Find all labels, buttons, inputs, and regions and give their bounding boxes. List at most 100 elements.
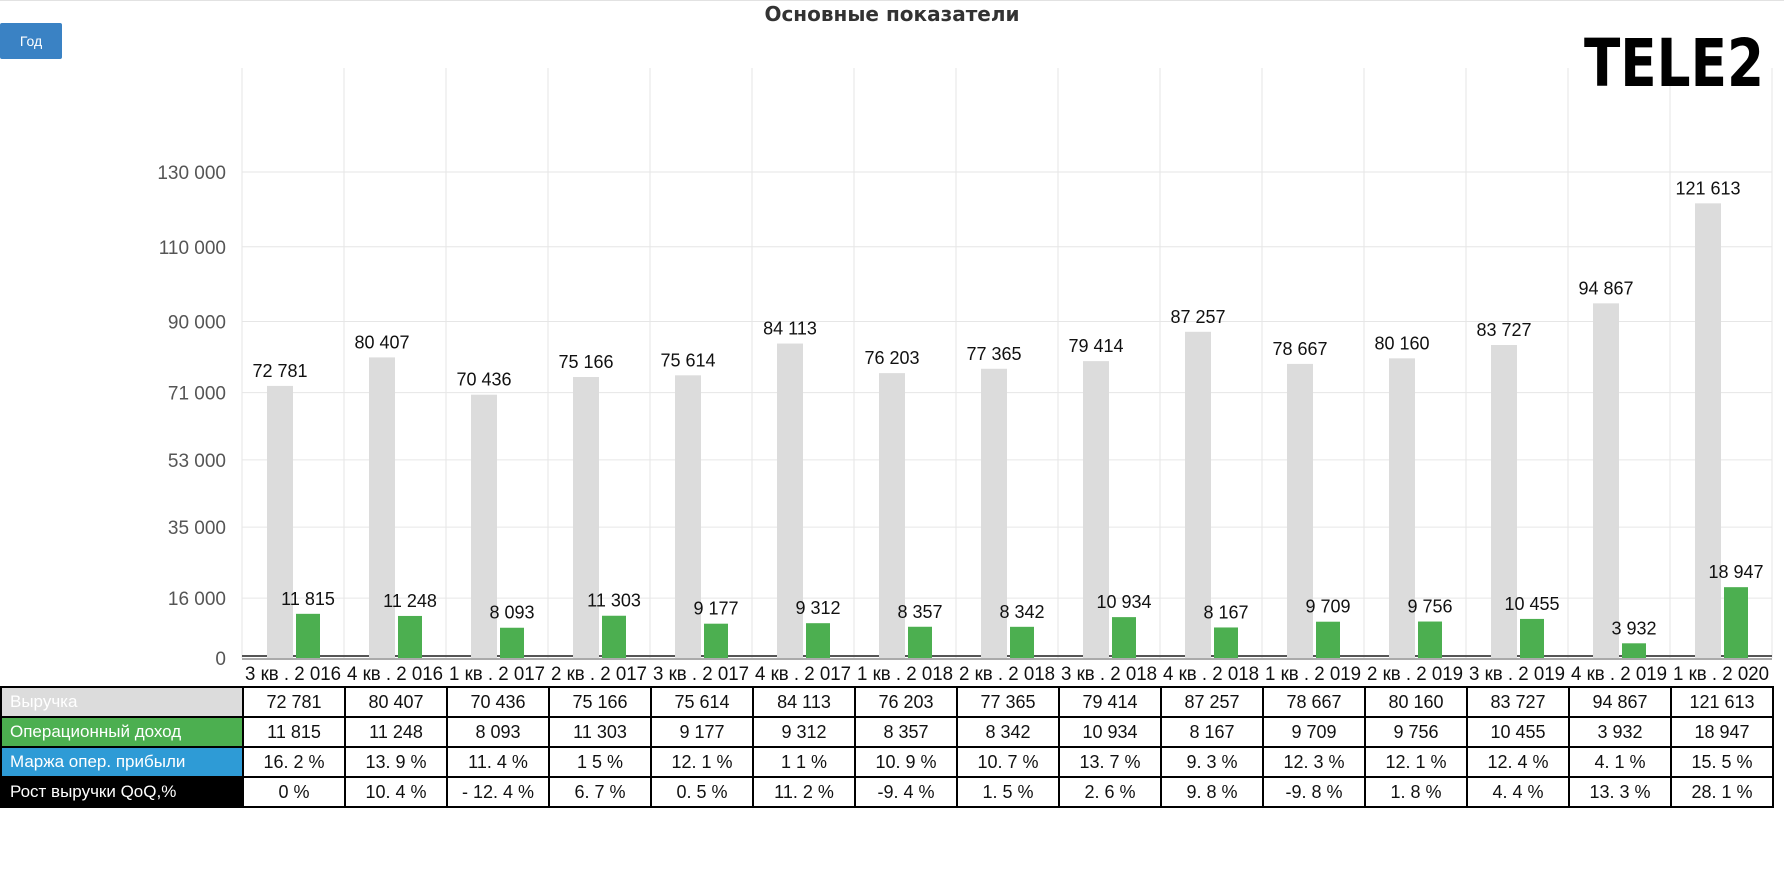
table-cell: 80 407 — [344, 686, 448, 718]
table-cell: 10. 7 % — [956, 746, 1060, 778]
table-cell: 9. 8 % — [1160, 776, 1264, 808]
page-title: Основные показатели — [764, 2, 1020, 26]
operating-income-bar-label: 9 177 — [693, 599, 738, 619]
operating-income-bar-label: 18 947 — [1708, 562, 1763, 582]
table-cell: 11. 2 % — [752, 776, 856, 808]
x-tick-label: 1 кв . 2 019 — [1265, 664, 1361, 685]
table-cell: 80 160 — [1364, 686, 1468, 718]
table-cell: 9. 3 % — [1160, 746, 1264, 778]
row-label: Рост выручки QoQ,% — [0, 776, 244, 808]
table-cell: 75 166 — [548, 686, 652, 718]
revenue-bar-label: 80 160 — [1374, 333, 1429, 353]
revenue-bar-label: 70 436 — [456, 370, 511, 390]
revenue-bar-label: 76 203 — [864, 348, 919, 368]
row-label: Выручка — [0, 686, 244, 718]
operating-income-bar — [806, 623, 830, 658]
table-cell: -9. 8 % — [1262, 776, 1366, 808]
table-cell: 10 455 — [1466, 716, 1570, 748]
revenue-bar-label: 79 414 — [1068, 336, 1123, 356]
revenue-bar-label: 80 407 — [354, 332, 409, 352]
table-cell: 4. 1 % — [1568, 746, 1672, 778]
revenue-bar — [1287, 363, 1313, 658]
table-cell: 72 781 — [242, 686, 346, 718]
table-cell: 1. 8 % — [1364, 776, 1468, 808]
revenue-bar-label: 78 667 — [1272, 339, 1327, 359]
chart-grid — [241, 68, 1773, 660]
row-label: Маржа опер. прибыли — [0, 746, 244, 778]
revenue-bar — [573, 376, 599, 658]
row-label: Операционный доход — [0, 716, 244, 748]
top-divider — [0, 0, 1784, 1]
table-cell: 87 257 — [1160, 686, 1264, 718]
table-row: Операционный доход 11 815 11 248 8 093 11 30… — [0, 716, 1774, 748]
table-cell: 12. 3 % — [1262, 746, 1366, 778]
x-tick-label: 1 кв . 2 020 — [1673, 664, 1769, 685]
y-tick-label: 71 000 — [168, 384, 226, 405]
x-axis-labels: 3 кв . 2 016 4 кв . 2 016 1 кв . 2 017 2 кв… — [245, 664, 1769, 685]
operating-income-bar — [908, 626, 932, 658]
x-tick-label: 3 кв . 2 016 — [245, 664, 341, 685]
revenue-bar-label: 84 113 — [763, 319, 817, 339]
operating-income-bar-label: 8 357 — [897, 602, 942, 622]
table-cell: 9 709 — [1262, 716, 1366, 748]
tele2-logo: TELE2 — [1584, 28, 1764, 92]
table-cell: 12. 1 % — [650, 746, 754, 778]
table-cell: 10. 4 % — [344, 776, 448, 808]
operating-income-bar — [1622, 643, 1646, 658]
table-cell: 1 5 % — [548, 746, 652, 778]
operating-income-bar — [1418, 621, 1442, 658]
operating-income-bar-label: 9 709 — [1305, 597, 1350, 617]
x-tick-label: 4 кв . 2 016 — [347, 664, 443, 685]
table-row: Рост выручки QoQ,% 0 % 10. 4 % - 12. 4 % 6. … — [0, 776, 1774, 808]
operating-income-bar-label: 11 815 — [281, 589, 335, 609]
operating-income-bar — [296, 613, 320, 658]
operating-income-bar-label: 3 932 — [1611, 618, 1656, 638]
operating-income-bar — [704, 623, 728, 658]
table-cell: 10 934 — [1058, 716, 1162, 748]
table-cell: - 12. 4 % — [446, 776, 550, 808]
table-cell: 8 357 — [854, 716, 958, 748]
revenue-bar-label: 121 613 — [1675, 178, 1740, 198]
table-cell: 9 756 — [1364, 716, 1468, 748]
table-row: Маржа опер. прибыли 16. 2 % 13. 9 % 11. 4 %… — [0, 746, 1774, 778]
revenue-bar — [879, 373, 905, 658]
operating-income-bar — [1520, 618, 1544, 658]
operating-income-bar — [398, 615, 422, 658]
table-cell: 83 727 — [1466, 686, 1570, 718]
table-cell: 1. 5 % — [956, 776, 1060, 808]
logo-text: TELE2 — [1584, 28, 1764, 92]
table-cell: -9. 4 % — [854, 776, 958, 808]
operating-income-bar — [602, 615, 626, 658]
revenue-bar-label: 87 257 — [1170, 307, 1225, 327]
operating-income-bar — [500, 627, 524, 658]
x-tick-label: 1 кв . 2 018 — [857, 664, 953, 685]
table-cell: 11. 4 % — [446, 746, 550, 778]
table-cell: 12. 1 % — [1364, 746, 1468, 778]
table-cell: 13. 7 % — [1058, 746, 1162, 778]
revenue-bar-label: 75 166 — [558, 352, 613, 372]
operating-income-bar-label: 11 248 — [383, 591, 437, 611]
x-tick-label: 1 кв . 2 017 — [449, 664, 545, 685]
revenue-bar — [1593, 303, 1619, 658]
year-button[interactable]: Год — [0, 23, 62, 59]
table-cell: 28. 1 % — [1670, 776, 1774, 808]
revenue-bar — [1185, 331, 1211, 658]
table-cell: 70 436 — [446, 686, 550, 718]
x-tick-label: 3 кв . 2 017 — [653, 664, 749, 685]
revenue-bar — [1083, 361, 1109, 658]
revenue-bar — [981, 368, 1007, 658]
table-cell: 84 113 — [752, 686, 856, 718]
revenue-bar — [267, 385, 293, 658]
y-tick-label: 130 000 — [157, 163, 226, 184]
table-cell: 9 312 — [752, 716, 856, 748]
x-tick-label: 4 кв . 2 019 — [1571, 664, 1667, 685]
x-tick-label: 2 кв . 2 018 — [959, 664, 1055, 685]
table-cell: 121 613 — [1670, 686, 1774, 718]
revenue-bar — [777, 343, 803, 658]
x-tick-label: 2 кв . 2 017 — [551, 664, 647, 685]
table-cell: 13. 9 % — [344, 746, 448, 778]
operating-income-bar — [1010, 626, 1034, 658]
chart-bars: 72 781 11 815 80 407 11 248 70 436 8 093 75 16… — [252, 178, 1764, 658]
revenue-bar-label: 83 727 — [1476, 320, 1531, 340]
table-cell: 12. 4 % — [1466, 746, 1570, 778]
